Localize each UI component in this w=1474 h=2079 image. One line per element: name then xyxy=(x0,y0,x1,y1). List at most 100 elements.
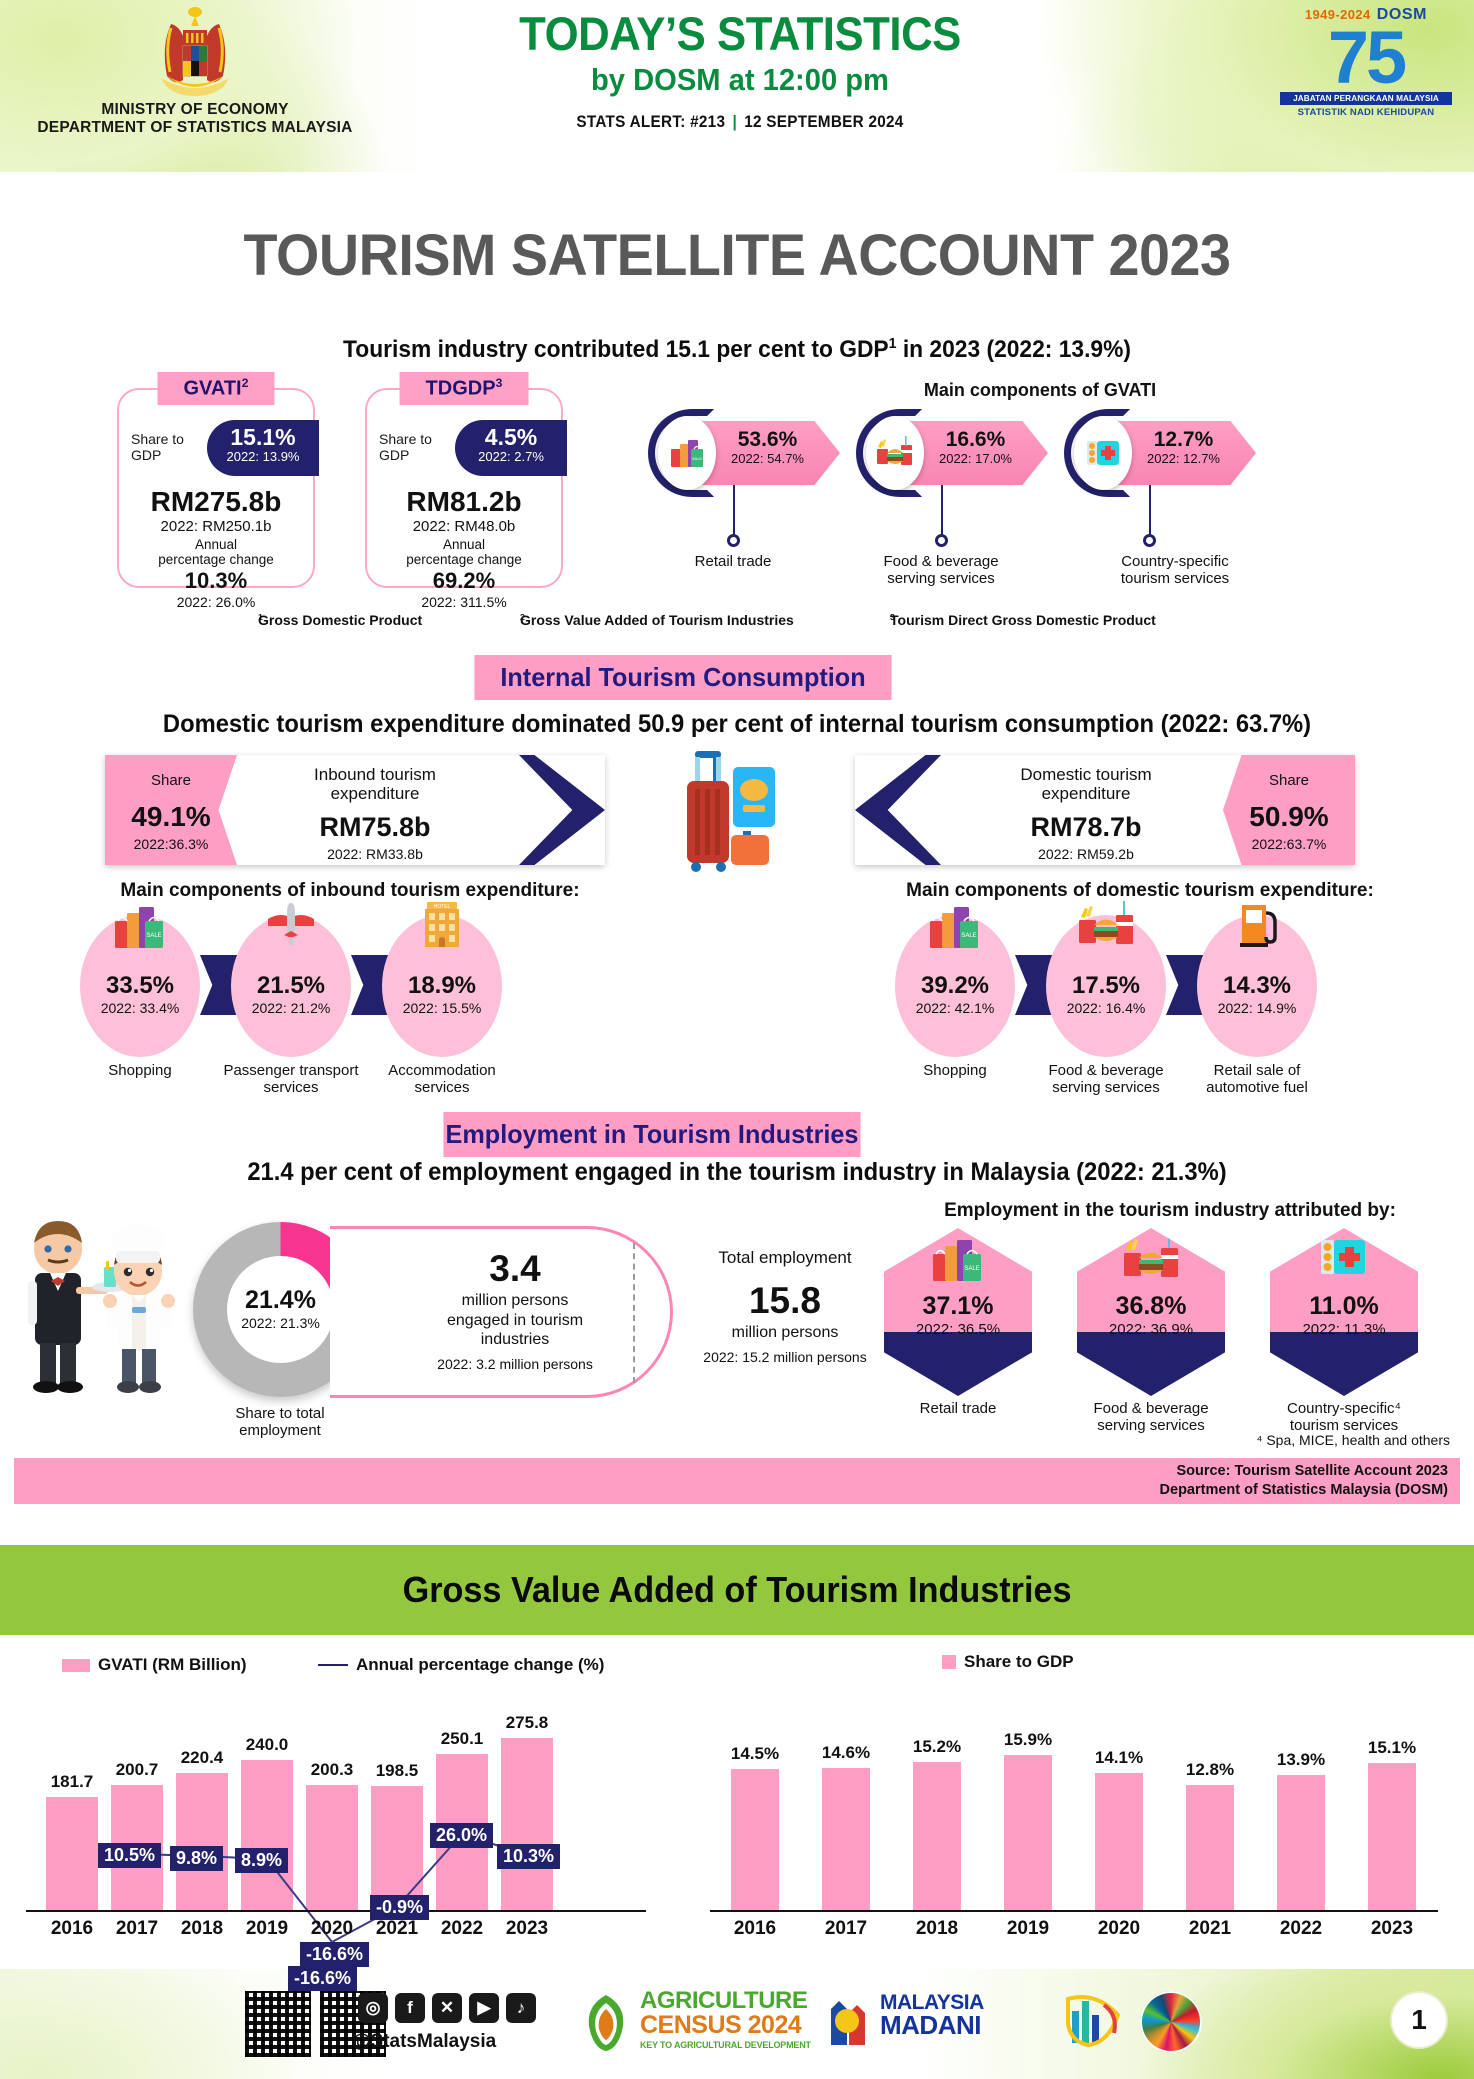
domestic-expenditure-flow: Domestic tourism expenditure RM78.7b 202… xyxy=(855,755,1355,865)
bar-label-2017: 200.7 xyxy=(115,1760,159,1779)
facebook-icon[interactable]: f xyxy=(395,1993,425,2023)
employment-lead-statement: 21.4 per cent of employment engaged in t… xyxy=(247,1158,1227,1186)
employment-panel-left-edge xyxy=(330,1226,380,1398)
bar-2018 xyxy=(176,1773,228,1910)
apc-label-2020-outer: -16.6% xyxy=(288,1966,358,1991)
kpi-gvati-share-prev: 2022: 13.9% xyxy=(226,449,300,465)
kpi-card-tdgdp: TDGDP3 Share to GDP 4.5% 2022: 2.7% RM81… xyxy=(365,372,567,610)
attributed-fnb-value: 36.8% xyxy=(1115,1292,1187,1320)
kpi-tdgdp-apc-value: 69.2% xyxy=(432,568,496,593)
bar-2023 xyxy=(501,1738,553,1910)
domestic-shopping-prev: 2022: 42.1% xyxy=(915,1000,995,1016)
svg-text:SALE: SALE xyxy=(146,933,161,939)
total-employment-title: Total employment xyxy=(718,1248,852,1267)
attributed-retail-prev: 2022: 36.5% xyxy=(915,1321,1001,1338)
bar-label-2016: 181.7 xyxy=(50,1772,94,1791)
attributed-country-prev: 2022: 11.3% xyxy=(1302,1321,1386,1338)
inbound-prev: 2022: RM33.8b xyxy=(327,846,423,863)
total-employment-l1: million persons xyxy=(731,1324,839,1341)
legend-label-share-gdp: Share to GDP xyxy=(964,1652,1074,1671)
attributed-fnb-label: Food & beverage serving services xyxy=(1093,1400,1209,1435)
attributed-fnb-prev: 2022: 36.9% xyxy=(1108,1321,1194,1338)
bar-label-2018: 220.4 xyxy=(180,1748,224,1767)
bar-label-2019: 240.0 xyxy=(245,1735,289,1754)
share-label-2023: 15.1% xyxy=(1367,1738,1417,1757)
domestic-shopping-label: Shopping xyxy=(923,1062,987,1079)
tourism-employment-l1: million persons xyxy=(461,1292,569,1309)
domestic-prev: 2022: RM59.2b xyxy=(1038,846,1134,863)
gvati-retail-prev: 2022: 54.7% xyxy=(730,451,804,467)
connector-dot-retail xyxy=(727,534,740,547)
tiktok-icon[interactable]: ♪ xyxy=(506,1993,536,2023)
attributed-food-beverage: 36.8% 2022: 36.9% xyxy=(1077,1228,1225,1396)
inbound-transport-label: Passenger transport services xyxy=(223,1062,359,1097)
donut-center-label: 21.4% 2022: 21.3% xyxy=(227,1256,334,1363)
domestic-components-title: Main components of domestic tourism expe… xyxy=(906,880,1374,901)
legend-label-apc: Annual percentage change (%) xyxy=(356,1655,605,1674)
xtick-2017: 2017 xyxy=(115,1918,159,1939)
kpi-tdgdp-amount: RM81.2b xyxy=(406,486,522,517)
inbound-component-transport: 21.5% 2022: 21.2% xyxy=(231,903,351,1057)
inbound-expenditure-flow: Share 49.1% 2022:36.3% Inbound tourism e… xyxy=(105,755,605,865)
kpi-tdgdp-share-label: Share to GDP xyxy=(379,431,432,463)
ministry-line-2: DEPARTMENT OF STATISTICS MALAYSIA xyxy=(37,119,353,137)
burger-fries-icon xyxy=(1077,1234,1225,1290)
tourism-employment-l2: engaged in tourism xyxy=(446,1311,584,1329)
footnote-1: 1 Gross Domestic Product xyxy=(258,612,423,628)
share-label-2021: 12.8% xyxy=(1185,1760,1235,1779)
kpi-gvati-apc-value: 10.3% xyxy=(184,568,248,593)
source-bar: Source: Tourism Satellite Account 2023 D… xyxy=(14,1458,1460,1504)
employment-panel-divider xyxy=(633,1243,635,1383)
kpi-tdgdp-share-value: 4.5% xyxy=(484,424,538,450)
xtick-2021: 2021 xyxy=(375,1918,419,1939)
shopping-bags-icon: SALE xyxy=(895,899,1015,957)
xtick-2023: 2023 xyxy=(505,1918,549,1939)
inbound-components-title: Main components of inbound tourism expen… xyxy=(120,880,580,901)
page-title: TOURISM SATELLITE ACCOUNT 2023 xyxy=(243,223,1231,288)
domestic-body: Domestic tourism expenditure RM78.7b 202… xyxy=(941,755,1231,862)
legend-label-gvati: GVATI (RM Billion) xyxy=(98,1655,247,1674)
chart1-x-axis xyxy=(26,1910,646,1912)
bar-label-2023: 275.8 xyxy=(505,1713,549,1732)
social-handle: @StatsMalaysia xyxy=(352,2031,497,2052)
source-line-1: Source: Tourism Satellite Account 2023 xyxy=(1176,1463,1448,1479)
share-bar-2018 xyxy=(913,1762,961,1910)
inbound-title-l2: expenditure xyxy=(330,784,420,804)
share-xtick-2020: 2020 xyxy=(1097,1918,1141,1939)
employment-band: Employment in Tourism Industries xyxy=(443,1112,861,1157)
total-employment-value: 15.8 xyxy=(748,1280,821,1321)
svg-text:SALE: SALE xyxy=(964,1266,979,1272)
chart-gvati-and-apc: 181.7 200.7 220.4 240.0 200.3 198.5 250.… xyxy=(0,1690,690,1990)
tourism-employment-l3: industries xyxy=(480,1331,550,1349)
domestic-title-l2: expenditure xyxy=(1041,784,1131,804)
inbound-component-accommodation: HOTEL 18.9% 2022: 15.5% xyxy=(382,902,502,1057)
header-title: TODAY’S STATISTICS xyxy=(519,7,961,60)
medical-kit-icon xyxy=(1270,1234,1418,1290)
kpi-tdgdp-share-pill: 4.5% 2022: 2.7% xyxy=(455,420,567,476)
social-icons[interactable]: ◎ f ✕ ▶ ♪ xyxy=(358,1993,536,2023)
gvati-fnb-prev: 2022: 17.0% xyxy=(938,451,1012,467)
total-employment-prev: 2022: 15.2 million persons xyxy=(703,1348,867,1365)
kpi-gvati-amount: RM275.8b xyxy=(150,486,282,517)
connector-line-country xyxy=(1149,485,1151,537)
burger-fries-icon xyxy=(1046,899,1166,957)
kpi-gvati-share-value: 15.1% xyxy=(230,424,296,450)
instagram-icon[interactable]: ◎ xyxy=(358,1993,388,2023)
xtick-2019: 2019 xyxy=(245,1918,289,1939)
bar-2016 xyxy=(46,1797,98,1910)
domestic-share-block: Share 50.9% 2022:63.7% xyxy=(1223,755,1355,865)
tourism-employment-prev: 2022: 3.2 million persons xyxy=(437,1355,593,1372)
kpi-gvati-amount-prev: 2022: RM250.1b xyxy=(160,518,272,535)
sdg-wheel-icon xyxy=(1140,1991,1202,2053)
inbound-accom-value: 18.9% xyxy=(407,972,477,999)
share-bar-2023 xyxy=(1368,1763,1416,1910)
attributed-title: Employment in the tourism industry attri… xyxy=(944,1200,1396,1221)
inbound-transport-value: 21.5% xyxy=(256,972,326,999)
inbound-shopping-prev: 2022: 33.4% xyxy=(100,1000,180,1016)
share-label-2022: 13.9% xyxy=(1276,1750,1326,1769)
legend-swatch-share-gdp xyxy=(942,1655,956,1669)
stats-alert-separator: | xyxy=(732,111,738,131)
youtube-icon[interactable]: ▶ xyxy=(469,1993,499,2023)
share-xtick-2022: 2022 xyxy=(1279,1918,1323,1939)
x-icon[interactable]: ✕ xyxy=(432,1993,462,2023)
